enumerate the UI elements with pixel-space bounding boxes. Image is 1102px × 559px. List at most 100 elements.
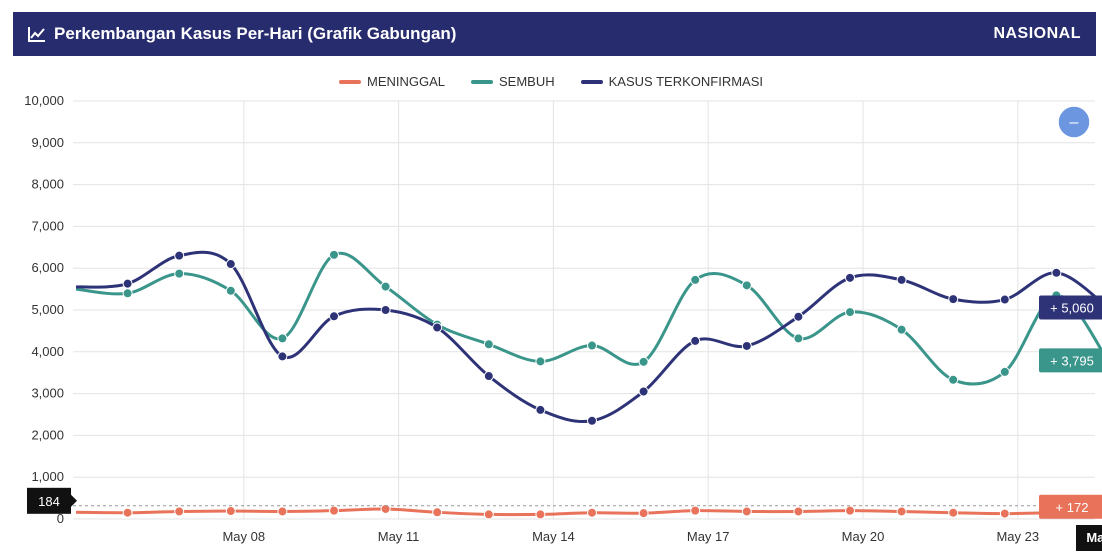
data-point-meninggal[interactable] bbox=[948, 507, 959, 518]
data-point-sembuh[interactable] bbox=[999, 366, 1010, 377]
data-point-sembuh[interactable] bbox=[741, 280, 752, 291]
y-tick-label: 3,000 bbox=[31, 386, 64, 401]
data-point-kasus[interactable] bbox=[122, 278, 133, 289]
zoom-out-button[interactable] bbox=[1057, 105, 1091, 139]
x-tick-label: May 23 bbox=[996, 529, 1039, 544]
data-point-sembuh[interactable] bbox=[483, 339, 494, 350]
data-point-kasus[interactable] bbox=[174, 250, 185, 261]
legend-swatch-sembuh bbox=[471, 79, 494, 84]
region-label: NASIONAL bbox=[993, 25, 1081, 42]
legend-item-sembuh[interactable]: SEMBUH bbox=[471, 74, 555, 89]
series-line-sembuh bbox=[75, 251, 1102, 386]
y-tick-label: 4,000 bbox=[31, 344, 64, 359]
data-point-kasus[interactable] bbox=[225, 259, 236, 270]
data-point-meninggal[interactable] bbox=[535, 509, 546, 520]
chart-title: Perkembangan Kasus Per-Hari (Grafik Gabu… bbox=[54, 24, 457, 43]
data-point-kasus[interactable] bbox=[845, 272, 855, 283]
data-point-meninggal[interactable] bbox=[690, 505, 701, 516]
x-tick-label: May 20 bbox=[842, 529, 885, 544]
legend-label-meninggal: MENINGGAL bbox=[367, 74, 446, 89]
data-point-meninggal[interactable] bbox=[741, 506, 752, 517]
data-point-meninggal[interactable] bbox=[380, 503, 391, 514]
x-tick-label: May 14 bbox=[532, 529, 575, 544]
data-point-meninggal[interactable] bbox=[896, 506, 907, 517]
legend-swatch-meninggal bbox=[339, 79, 361, 84]
data-point-meninggal[interactable] bbox=[329, 505, 339, 516]
x-tick-label: May 11 bbox=[378, 529, 420, 544]
x-tick-label: May 17 bbox=[687, 529, 730, 544]
data-point-kasus[interactable] bbox=[587, 415, 597, 426]
legend-label-sembuh: SEMBUH bbox=[499, 74, 555, 89]
data-point-meninggal[interactable] bbox=[122, 507, 133, 518]
value-tag-text-kasus: + 5,060 bbox=[1050, 300, 1094, 315]
legend-item-kasus[interactable]: KASUS TERKONFIRMASI bbox=[580, 74, 763, 89]
data-point-kasus[interactable] bbox=[483, 371, 494, 382]
data-point-meninggal[interactable] bbox=[225, 506, 236, 517]
data-point-kasus[interactable] bbox=[896, 274, 907, 285]
data-point-kasus[interactable] bbox=[638, 386, 649, 397]
data-point-meninggal[interactable] bbox=[793, 506, 804, 517]
crosshair-y-label-pointer bbox=[71, 494, 77, 507]
data-point-kasus[interactable] bbox=[741, 340, 752, 351]
data-point-kasus[interactable] bbox=[793, 311, 804, 322]
data-point-sembuh[interactable] bbox=[225, 285, 236, 296]
data-point-kasus[interactable] bbox=[690, 335, 701, 346]
data-point-meninggal[interactable] bbox=[277, 506, 288, 517]
y-tick-label: 10,000 bbox=[24, 93, 64, 108]
legend-item-meninggal[interactable]: MENINGGAL bbox=[339, 74, 445, 89]
data-point-sembuh[interactable] bbox=[845, 307, 855, 318]
crosshair-y-label-box bbox=[27, 487, 71, 514]
data-point-sembuh[interactable] bbox=[277, 333, 288, 344]
data-point-sembuh[interactable] bbox=[948, 374, 959, 385]
y-tick-label: 5,000 bbox=[31, 302, 64, 317]
data-point-kasus[interactable] bbox=[432, 322, 443, 333]
data-point-meninggal[interactable] bbox=[174, 506, 185, 517]
data-point-sembuh[interactable] bbox=[638, 356, 649, 367]
crosshair-y-label: 184 bbox=[38, 494, 60, 509]
chart-header: Perkembangan Kasus Per-Hari (Grafik Gabu… bbox=[13, 12, 1096, 56]
value-tag-sembuh bbox=[1039, 348, 1102, 373]
data-point-meninggal[interactable] bbox=[845, 505, 855, 516]
y-tick-label: 8,000 bbox=[31, 177, 64, 192]
y-tick-label: 7,000 bbox=[31, 218, 64, 233]
y-tick-label: 2,000 bbox=[31, 427, 64, 442]
data-point-sembuh[interactable] bbox=[174, 268, 185, 279]
data-point-sembuh[interactable] bbox=[587, 340, 597, 351]
y-tick-label: 0 bbox=[57, 511, 64, 526]
zoom-out-icon: – bbox=[1070, 114, 1079, 131]
y-tick-label: 6,000 bbox=[31, 260, 64, 275]
data-point-kasus[interactable] bbox=[380, 305, 391, 315]
data-point-sembuh[interactable] bbox=[690, 274, 701, 285]
value-tag-meninggal bbox=[1039, 494, 1102, 519]
y-tick-label: 1,000 bbox=[31, 469, 64, 484]
value-tag-kasus bbox=[1039, 295, 1102, 320]
y-tick-label: 9,000 bbox=[31, 135, 64, 150]
data-point-meninggal[interactable] bbox=[638, 508, 649, 519]
data-point-kasus[interactable] bbox=[329, 311, 339, 322]
data-point-meninggal[interactable] bbox=[999, 508, 1010, 519]
x-tick-label: May 08 bbox=[222, 529, 265, 544]
header-title-group: Perkembangan Kasus Per-Hari (Grafik Gabu… bbox=[28, 24, 456, 44]
data-point-kasus[interactable] bbox=[277, 351, 288, 362]
crosshair-x-label-box bbox=[1076, 525, 1102, 551]
data-point-kasus[interactable] bbox=[1051, 267, 1062, 278]
data-point-kasus[interactable] bbox=[535, 404, 546, 415]
data-point-sembuh[interactable] bbox=[793, 333, 804, 344]
data-point-sembuh[interactable] bbox=[122, 288, 133, 299]
value-tag-text-meninggal: + 172 bbox=[1056, 500, 1089, 515]
data-point-sembuh[interactable] bbox=[535, 356, 546, 367]
data-point-sembuh[interactable] bbox=[380, 281, 391, 292]
data-point-kasus[interactable] bbox=[948, 294, 959, 305]
line-chart-icon bbox=[28, 27, 45, 42]
data-point-meninggal[interactable] bbox=[587, 507, 597, 518]
data-point-meninggal[interactable] bbox=[432, 507, 443, 518]
legend-label-kasus: KASUS TERKONFIRMASI bbox=[608, 74, 763, 89]
crosshair-x-label: May 25 bbox=[1086, 530, 1102, 545]
data-point-sembuh[interactable] bbox=[329, 249, 339, 260]
data-point-meninggal[interactable] bbox=[483, 509, 494, 520]
legend-swatch-kasus bbox=[580, 79, 603, 84]
data-point-sembuh[interactable] bbox=[896, 324, 907, 335]
data-point-kasus[interactable] bbox=[999, 294, 1010, 305]
series-line-kasus bbox=[75, 250, 1102, 423]
